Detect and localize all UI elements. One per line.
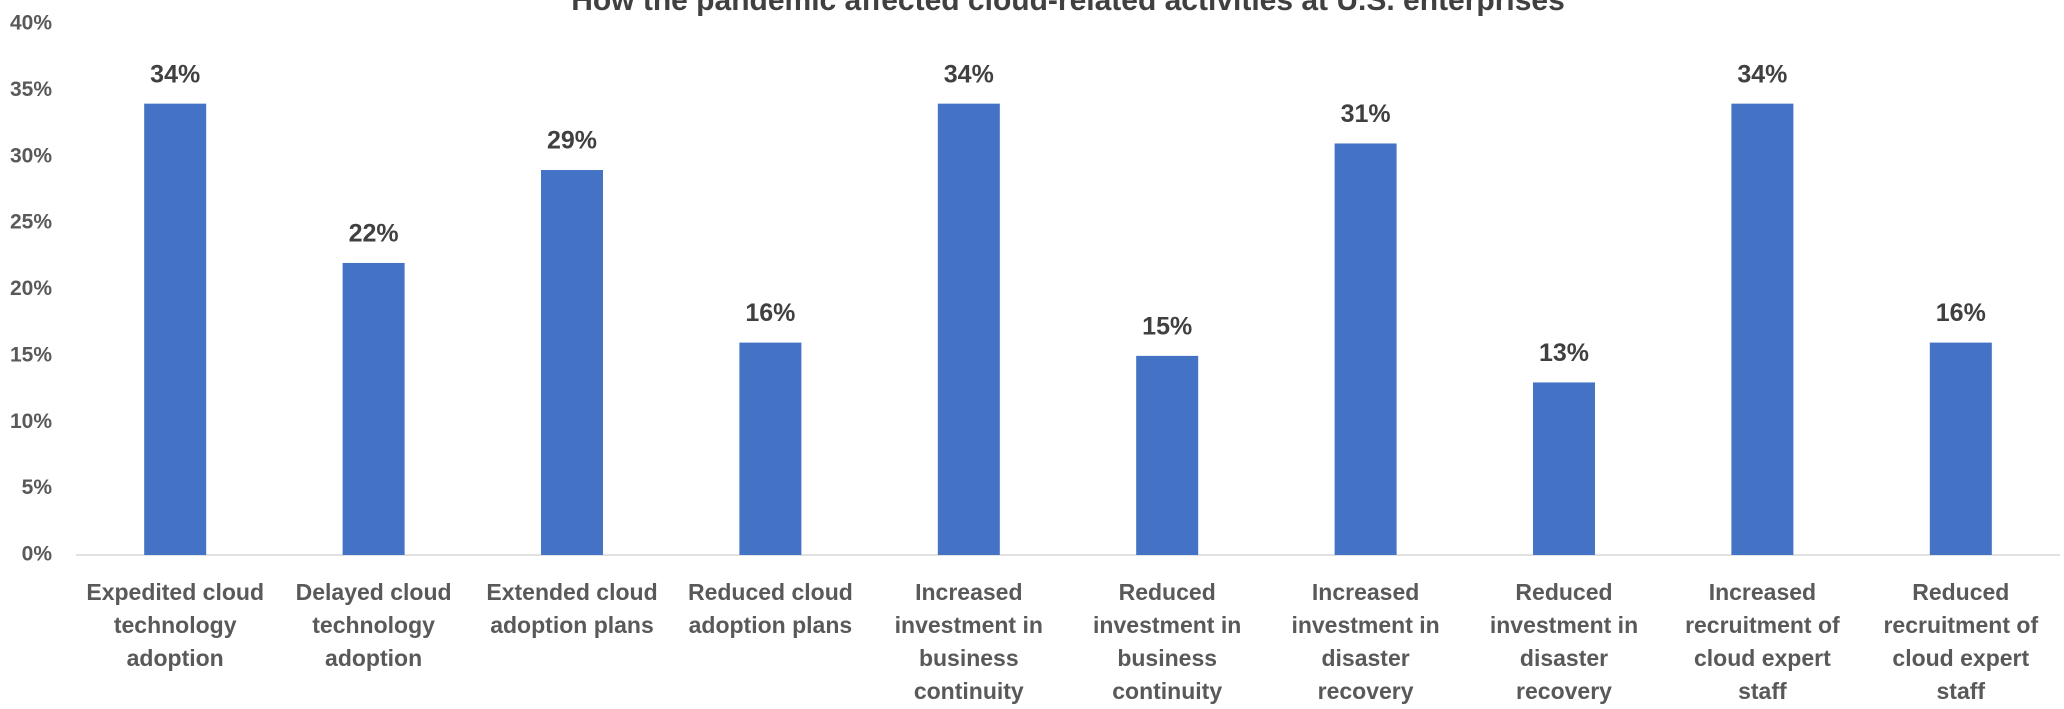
bar (1334, 143, 1397, 555)
bar (342, 262, 405, 555)
y-tick-label: 35% (10, 78, 52, 101)
bar (1136, 355, 1199, 555)
x-tick-label: Increased investment in disaster recover… (1291, 579, 1440, 704)
x-tick-label: Reduced investment in disaster recovery (1489, 579, 1639, 704)
chart-title: How the pandemic affected cloud-related … (571, 0, 1565, 17)
x-tick-label: Reduced cloud adoption plans (687, 579, 853, 638)
x-tick-label: Reduced recruitment of cloud expert staf… (1883, 579, 2039, 704)
data-label: 13% (1539, 339, 1589, 367)
bar (1929, 342, 1992, 555)
y-tick-label: 25% (10, 211, 52, 234)
data-label: 34% (944, 60, 994, 88)
x-tick-label: Delayed cloud technology adoption (295, 579, 452, 671)
data-label: 31% (1341, 100, 1391, 128)
y-tick-label: 0% (22, 543, 53, 566)
bar (739, 342, 802, 555)
data-label: 16% (1936, 299, 1986, 327)
y-tick-label: 20% (10, 277, 52, 300)
x-tick-label: Increased investment in business continu… (894, 579, 1043, 704)
y-tick-label: 40% (10, 12, 52, 35)
x-tick-label: Expedited cloud technology adoption (86, 579, 264, 671)
y-tick-label: 10% (10, 410, 52, 433)
data-label: 34% (150, 60, 200, 88)
y-tick-label: 5% (22, 476, 53, 499)
bar (144, 103, 207, 556)
data-label: 16% (745, 299, 795, 327)
bar (1731, 103, 1794, 556)
bar (937, 103, 1000, 556)
x-tick-label: Reduced investment in business continuit… (1093, 579, 1242, 704)
y-tick-label: 30% (10, 144, 52, 167)
bar (1533, 382, 1595, 555)
x-tick-label: Extended cloud adoption plans (486, 579, 658, 638)
data-label: 34% (1737, 60, 1787, 88)
bar (541, 170, 603, 555)
x-tick-label: Increased recruitment of cloud expert st… (1685, 579, 1840, 704)
data-label: 22% (349, 220, 399, 248)
data-label: 15% (1142, 312, 1192, 340)
data-label: 29% (547, 127, 597, 155)
y-tick-label: 15% (10, 343, 52, 366)
